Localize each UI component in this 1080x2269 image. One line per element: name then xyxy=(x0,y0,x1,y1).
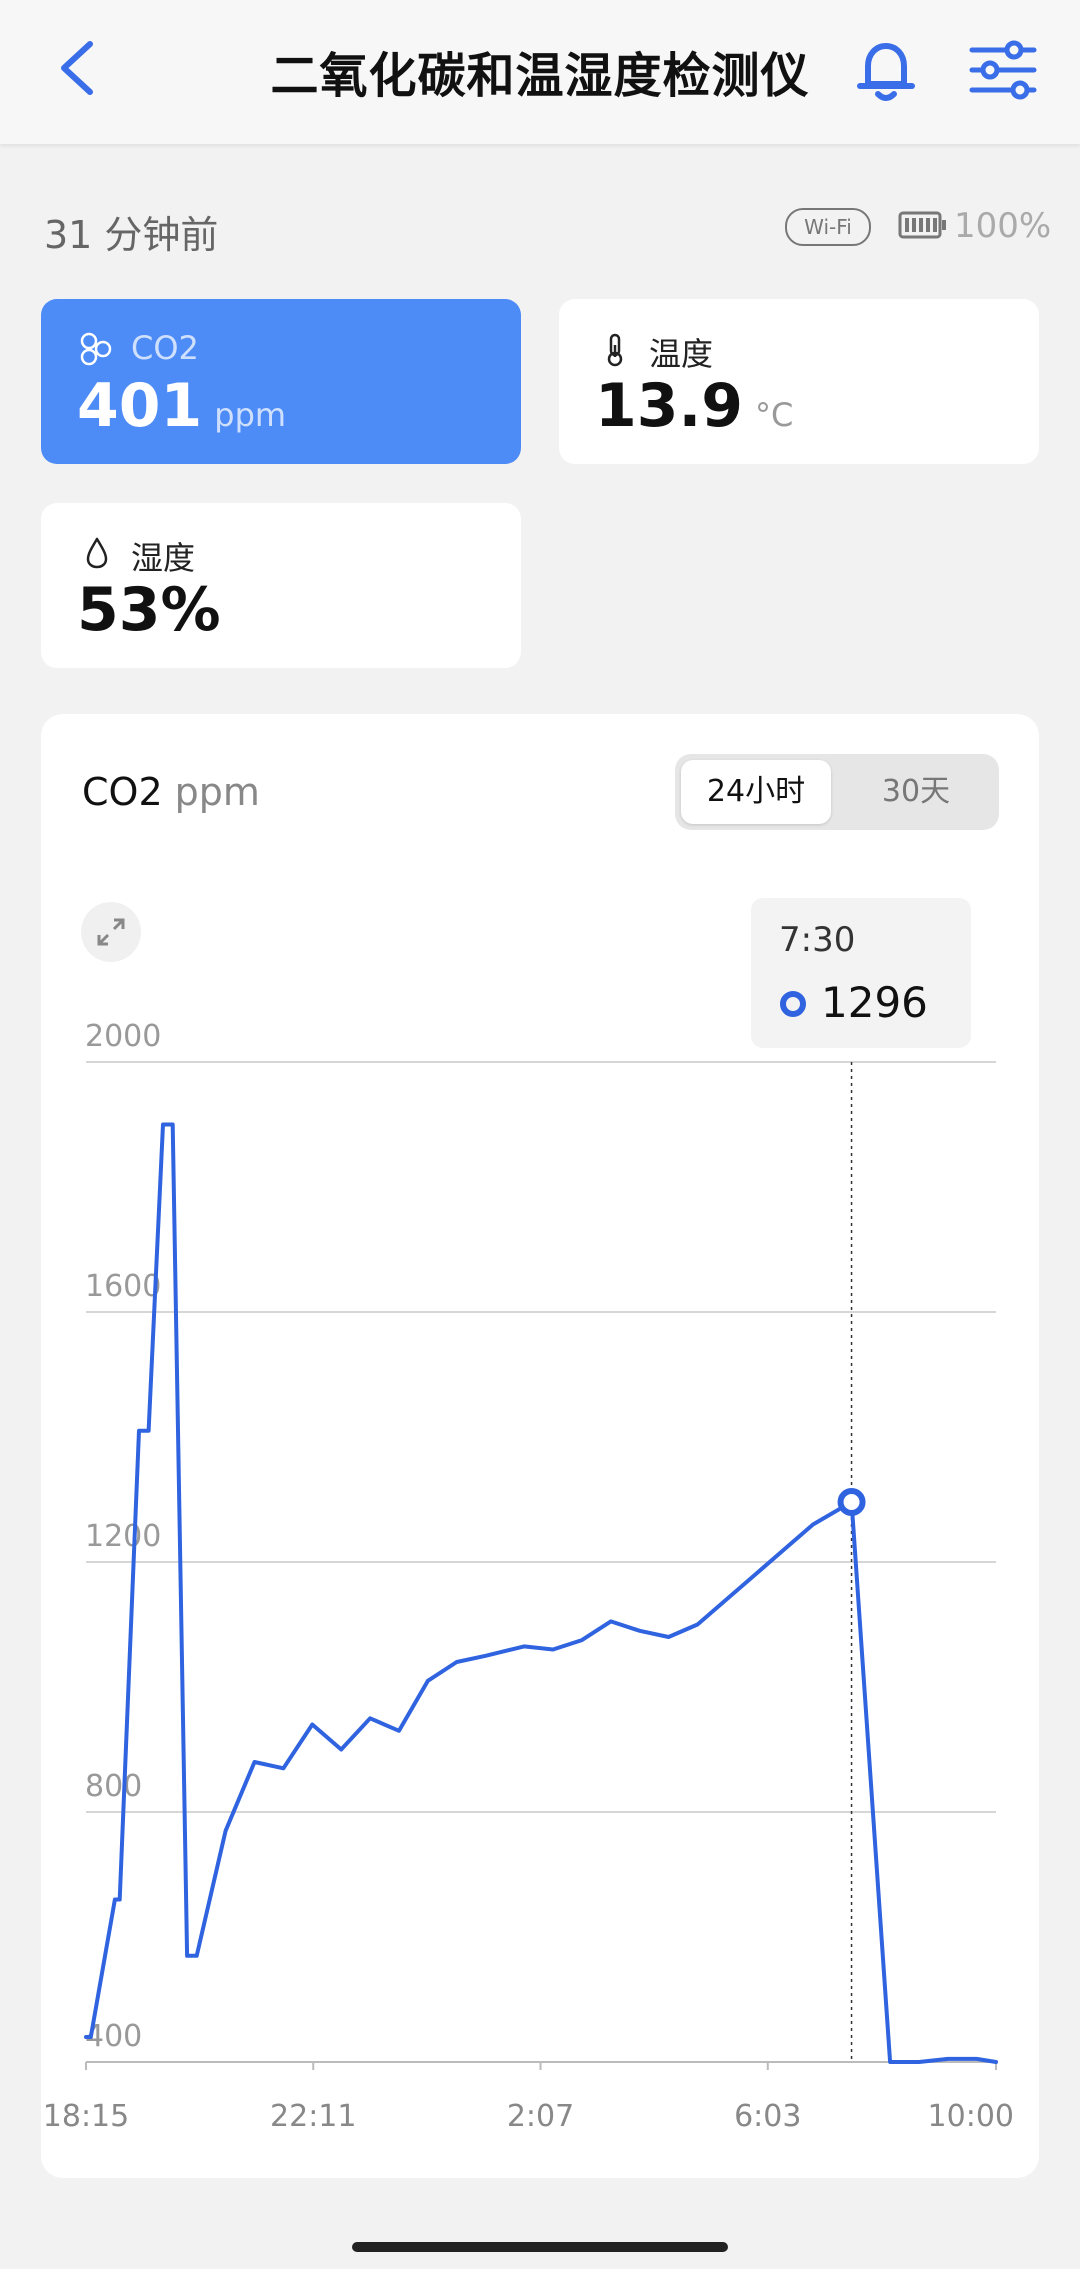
battery-icon xyxy=(898,211,946,239)
x-tick-label: 2:07 xyxy=(507,2099,574,2134)
humidity-card[interactable]: 湿度 53% xyxy=(41,503,521,668)
y-tick-label: 2000 xyxy=(85,1019,161,1054)
chevron-left-icon[interactable] xyxy=(52,38,102,98)
x-tick-label: 18:15 xyxy=(43,2099,129,2134)
status-row: 31 分钟前 Wi-Fi 100% xyxy=(44,200,1051,257)
expand-button[interactable] xyxy=(81,902,141,962)
series-marker-icon xyxy=(780,991,806,1017)
tooltip-time: 7:30 xyxy=(779,920,856,960)
x-tick-label: 22:11 xyxy=(270,2099,356,2134)
x-tick-label: 10:00 xyxy=(928,2099,1014,2134)
home-indicator xyxy=(352,2242,728,2252)
humidity-value: 53% xyxy=(77,575,221,645)
y-tick-label: 1200 xyxy=(85,1519,161,1554)
co2-value: 401 ppm xyxy=(77,371,287,441)
battery-percentage: 100% xyxy=(954,206,1052,246)
y-tick-label: 800 xyxy=(85,1769,142,1804)
co2-icon xyxy=(80,332,112,366)
chart-unit: ppm xyxy=(174,770,260,814)
range-24h-button[interactable]: 24小时 xyxy=(681,760,831,824)
x-tick-label: 6:03 xyxy=(734,2099,801,2134)
last-updated-text: 31 分钟前 xyxy=(44,213,219,257)
co2-unit: ppm xyxy=(214,396,287,434)
humidity-label: 湿度 xyxy=(131,539,196,577)
temperature-label: 温度 xyxy=(649,335,714,373)
chart-card: CO2 ppm 24小时 30天 2000 1600 1200 800 400 18:15 2… xyxy=(41,714,1039,2178)
chart-tooltip: 7:30 1296 xyxy=(751,898,971,1048)
range-30d-button[interactable]: 30天 xyxy=(881,774,951,809)
highlight-point xyxy=(837,1488,866,1516)
page-title: 二氧化碳和温湿度检测仪 xyxy=(270,48,810,104)
wifi-badge: Wi-Fi xyxy=(785,208,871,246)
thermometer-icon xyxy=(607,333,623,367)
tooltip-value: 1296 xyxy=(821,978,928,1027)
sliders-icon[interactable] xyxy=(968,38,1038,102)
range-selector: 24小时 30天 xyxy=(675,754,999,830)
droplet-icon xyxy=(86,537,108,569)
temperature-value: 13.9 °C xyxy=(595,371,794,441)
expand-icon xyxy=(97,918,125,946)
chart-title: CO2 ppm xyxy=(82,770,260,814)
bell-icon[interactable] xyxy=(850,34,922,106)
temperature-unit: °C xyxy=(755,396,794,434)
co2-label: CO2 xyxy=(131,329,199,367)
app-header: 二氧化碳和温湿度检测仪 xyxy=(0,0,1080,144)
y-tick-label: 1600 xyxy=(85,1269,161,1304)
series-line xyxy=(84,1122,998,2064)
temperature-card[interactable]: 温度 13.9 °C xyxy=(559,299,1039,464)
co2-card[interactable]: CO2 401 ppm xyxy=(41,299,521,464)
